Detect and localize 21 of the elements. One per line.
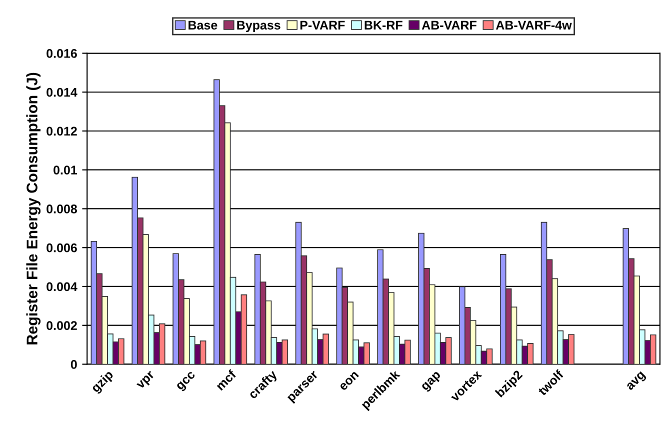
y-axis-title: Register File Energy Consumption (J): [26, 72, 41, 344]
y-tick-label: 0.006: [46, 243, 77, 252]
legend-label: P-VARF: [300, 20, 345, 30]
x-tick-label: vpr: [136, 370, 157, 392]
y-tick-label: 0.002: [46, 321, 77, 330]
legend-label: Base: [188, 20, 218, 30]
y-tick-label: 0.014: [46, 88, 78, 97]
y-tick-label: 0.016: [46, 49, 77, 58]
legend-label: BK-RF: [364, 20, 402, 30]
y-tick-label: 0: [70, 360, 77, 369]
x-tick-label: gcc: [176, 370, 198, 392]
x-tick-label: gap: [421, 371, 443, 393]
x-tick-label: avg: [626, 371, 648, 392]
legend-label: AB-VARF-4w: [496, 20, 572, 30]
y-tick-label: 0.008: [46, 204, 77, 214]
legend-label: AB-VARF: [422, 20, 476, 30]
y-tick-label: 0.012: [46, 126, 77, 136]
y-tick-label: 0.01: [54, 166, 78, 175]
y-tick-label: 0.004: [46, 282, 78, 292]
legend-label: Bypass: [237, 20, 280, 32]
x-tick-label: eon: [339, 371, 360, 391]
